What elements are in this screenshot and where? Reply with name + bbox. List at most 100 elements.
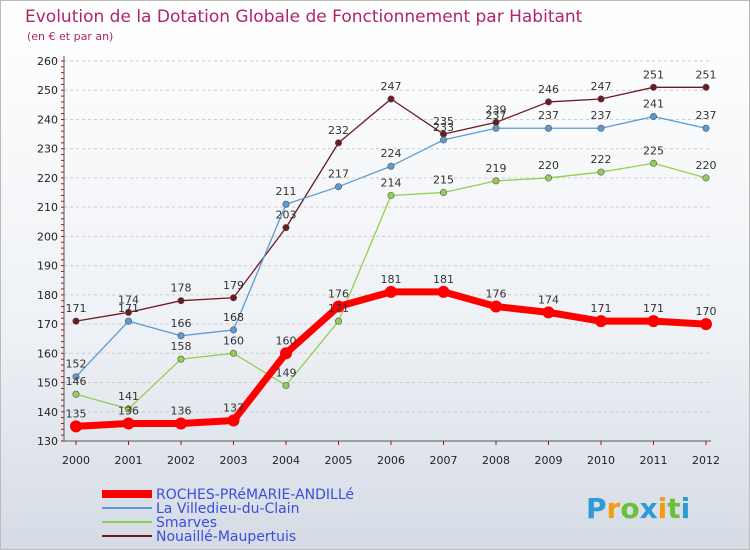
data-point bbox=[177, 297, 185, 305]
data-point bbox=[177, 355, 185, 363]
data-label: 170 bbox=[696, 305, 717, 318]
y-tick-label: 170 bbox=[37, 318, 58, 331]
data-label: 203 bbox=[276, 209, 297, 222]
y-tick-label: 130 bbox=[37, 435, 58, 448]
data-point bbox=[700, 318, 712, 331]
y-tick-label: 200 bbox=[37, 230, 58, 243]
data-point bbox=[334, 317, 342, 325]
x-tick-label: 2005 bbox=[325, 454, 353, 467]
data-point bbox=[230, 349, 238, 357]
data-label: 174 bbox=[538, 293, 559, 306]
data-label: 152 bbox=[66, 358, 87, 371]
x-tick-label: 2000 bbox=[62, 454, 90, 467]
data-point bbox=[490, 300, 502, 313]
data-point bbox=[597, 168, 605, 176]
data-label: 246 bbox=[538, 83, 559, 96]
y-tick-label: 160 bbox=[37, 347, 58, 360]
legend-label: La Villedieu-du-Clain bbox=[156, 501, 300, 517]
data-label: 136 bbox=[171, 404, 192, 417]
logo-letter: i bbox=[658, 492, 668, 525]
data-label: 247 bbox=[591, 80, 612, 93]
data-point bbox=[647, 315, 660, 328]
data-label: 239 bbox=[486, 103, 507, 116]
data-point bbox=[702, 174, 710, 182]
y-tick-label: 210 bbox=[37, 201, 58, 214]
logo-letter: i bbox=[681, 492, 691, 525]
x-tick-label: 2006 bbox=[377, 454, 405, 467]
data-point bbox=[227, 414, 240, 427]
data-point bbox=[387, 191, 395, 199]
data-point bbox=[649, 83, 657, 91]
data-point bbox=[334, 183, 342, 191]
data-label: 149 bbox=[276, 366, 297, 379]
data-point bbox=[72, 390, 80, 398]
data-point bbox=[544, 124, 552, 132]
y-tick-label: 150 bbox=[37, 377, 58, 390]
data-label: 171 bbox=[643, 302, 664, 315]
data-point bbox=[492, 124, 500, 132]
y-tick-label: 180 bbox=[37, 289, 58, 302]
data-label: 166 bbox=[171, 317, 192, 330]
data-point bbox=[595, 315, 607, 328]
data-point bbox=[125, 405, 133, 413]
logo-letter: P bbox=[586, 492, 607, 525]
data-label: 247 bbox=[381, 80, 402, 93]
x-tick-label: 2008 bbox=[482, 454, 510, 467]
x-tick-label: 2003 bbox=[220, 454, 248, 467]
data-label: 135 bbox=[66, 407, 87, 420]
series-lines bbox=[70, 83, 712, 433]
data-point bbox=[597, 95, 605, 103]
y-tick-label: 260 bbox=[37, 55, 58, 68]
data-point bbox=[439, 189, 447, 197]
data-label: 168 bbox=[223, 311, 244, 324]
data-label: 220 bbox=[696, 159, 717, 172]
x-tick-label: 2010 bbox=[587, 454, 615, 467]
logo-letter: r bbox=[607, 492, 621, 525]
logo-letter: t bbox=[667, 492, 680, 525]
data-label: 171 bbox=[591, 302, 612, 315]
data-point bbox=[282, 200, 290, 208]
data-point bbox=[72, 317, 80, 325]
y-tick-label: 230 bbox=[37, 143, 58, 156]
data-label: 225 bbox=[643, 144, 664, 157]
data-label: 171 bbox=[66, 302, 87, 315]
data-label: 171 bbox=[118, 302, 139, 315]
x-tick-label: 2007 bbox=[430, 454, 458, 467]
logo-letter: o bbox=[620, 492, 639, 525]
data-label: 215 bbox=[433, 174, 454, 187]
data-point bbox=[334, 139, 342, 147]
data-label: 219 bbox=[486, 162, 507, 175]
x-tick-label: 2004 bbox=[272, 454, 300, 467]
data-point bbox=[125, 317, 133, 325]
proxiti-logo: Proxiti bbox=[586, 492, 690, 525]
data-label: 141 bbox=[118, 390, 139, 403]
data-point bbox=[72, 373, 80, 381]
data-label: 137 bbox=[223, 402, 244, 415]
grid bbox=[64, 60, 711, 442]
data-label: 220 bbox=[538, 159, 559, 172]
data-point bbox=[125, 308, 133, 316]
data-label: 241 bbox=[643, 98, 664, 111]
data-point bbox=[70, 420, 82, 433]
y-tick-label: 140 bbox=[37, 406, 58, 419]
data-label: 160 bbox=[223, 334, 244, 347]
data-label: 217 bbox=[328, 168, 349, 181]
data-label: 171 bbox=[328, 302, 349, 315]
data-point bbox=[702, 124, 710, 132]
data-point bbox=[230, 294, 238, 302]
data-point bbox=[282, 224, 290, 232]
logo-letter: x bbox=[640, 492, 658, 525]
data-point bbox=[175, 417, 187, 430]
data-point bbox=[280, 347, 292, 360]
data-label: 237 bbox=[486, 109, 507, 122]
y-tick-label: 240 bbox=[37, 113, 58, 126]
data-label: 251 bbox=[643, 68, 664, 81]
data-point bbox=[702, 83, 710, 91]
data-label: 178 bbox=[171, 282, 192, 295]
data-point bbox=[544, 174, 552, 182]
y-tick-label: 190 bbox=[37, 260, 58, 273]
data-label: 181 bbox=[381, 273, 402, 286]
data-label: 181 bbox=[433, 273, 454, 286]
